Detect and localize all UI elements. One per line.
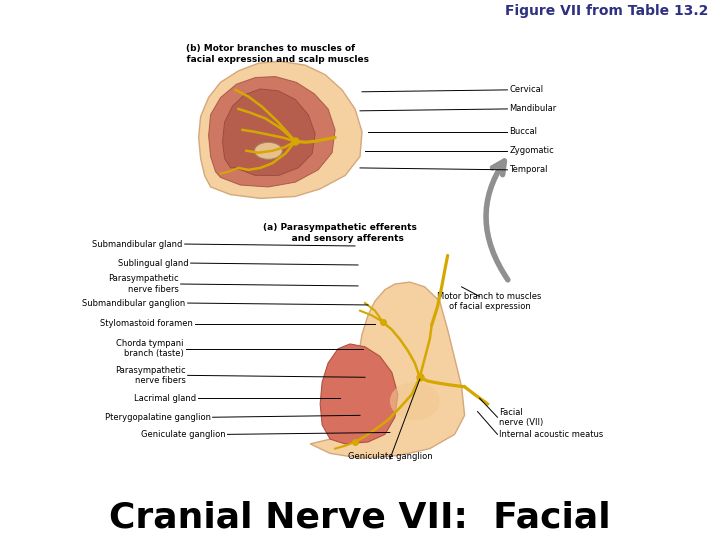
Text: Internal acoustic meatus: Internal acoustic meatus	[500, 430, 603, 439]
Text: Cervical: Cervical	[510, 85, 544, 94]
Text: Geniculate ganglion: Geniculate ganglion	[141, 430, 225, 439]
Text: Submandibular ganglion: Submandibular ganglion	[82, 299, 186, 308]
Text: (b) Motor branches to muscles of
     facial expression and scalp muscles: (b) Motor branches to muscles of facial …	[171, 44, 369, 64]
Text: Zygomatic: Zygomatic	[510, 146, 554, 156]
Ellipse shape	[390, 382, 440, 420]
Polygon shape	[222, 89, 315, 176]
Text: Figure VII from Table 13.2: Figure VII from Table 13.2	[505, 4, 708, 18]
Polygon shape	[199, 62, 362, 198]
FancyArrowPatch shape	[486, 161, 508, 280]
Text: Pterygopalatine ganglion: Pterygopalatine ganglion	[104, 413, 210, 422]
Ellipse shape	[254, 142, 282, 159]
Text: Mandibular: Mandibular	[510, 104, 557, 113]
Text: Parasympathetic
nerve fibers: Parasympathetic nerve fibers	[115, 366, 186, 385]
Text: Stylomastoid foramen: Stylomastoid foramen	[100, 320, 193, 328]
Text: Temporal: Temporal	[510, 165, 548, 174]
Polygon shape	[320, 344, 398, 444]
Text: Motor branch to muscles
of facial expression: Motor branch to muscles of facial expres…	[437, 292, 541, 311]
Polygon shape	[310, 282, 464, 458]
Text: Chorda tympani
branch (taste): Chorda tympani branch (taste)	[116, 339, 184, 359]
Text: Cranial Nerve VII:  Facial: Cranial Nerve VII: Facial	[109, 501, 611, 535]
Text: Sublingual gland: Sublingual gland	[118, 259, 189, 268]
Text: Lacrimal gland: Lacrimal gland	[133, 394, 196, 403]
Text: Buccal: Buccal	[510, 127, 537, 136]
Text: Submandibular gland: Submandibular gland	[92, 240, 183, 248]
Text: Geniculate ganglion: Geniculate ganglion	[348, 452, 432, 461]
Text: (a) Parasympathetic efferents
     and sensory afferents: (a) Parasympathetic efferents and sensor…	[263, 223, 417, 243]
Text: Parasympathetic
nerve fibers: Parasympathetic nerve fibers	[108, 274, 179, 294]
Polygon shape	[209, 77, 335, 187]
Text: Facial
nerve (VII): Facial nerve (VII)	[500, 408, 544, 427]
